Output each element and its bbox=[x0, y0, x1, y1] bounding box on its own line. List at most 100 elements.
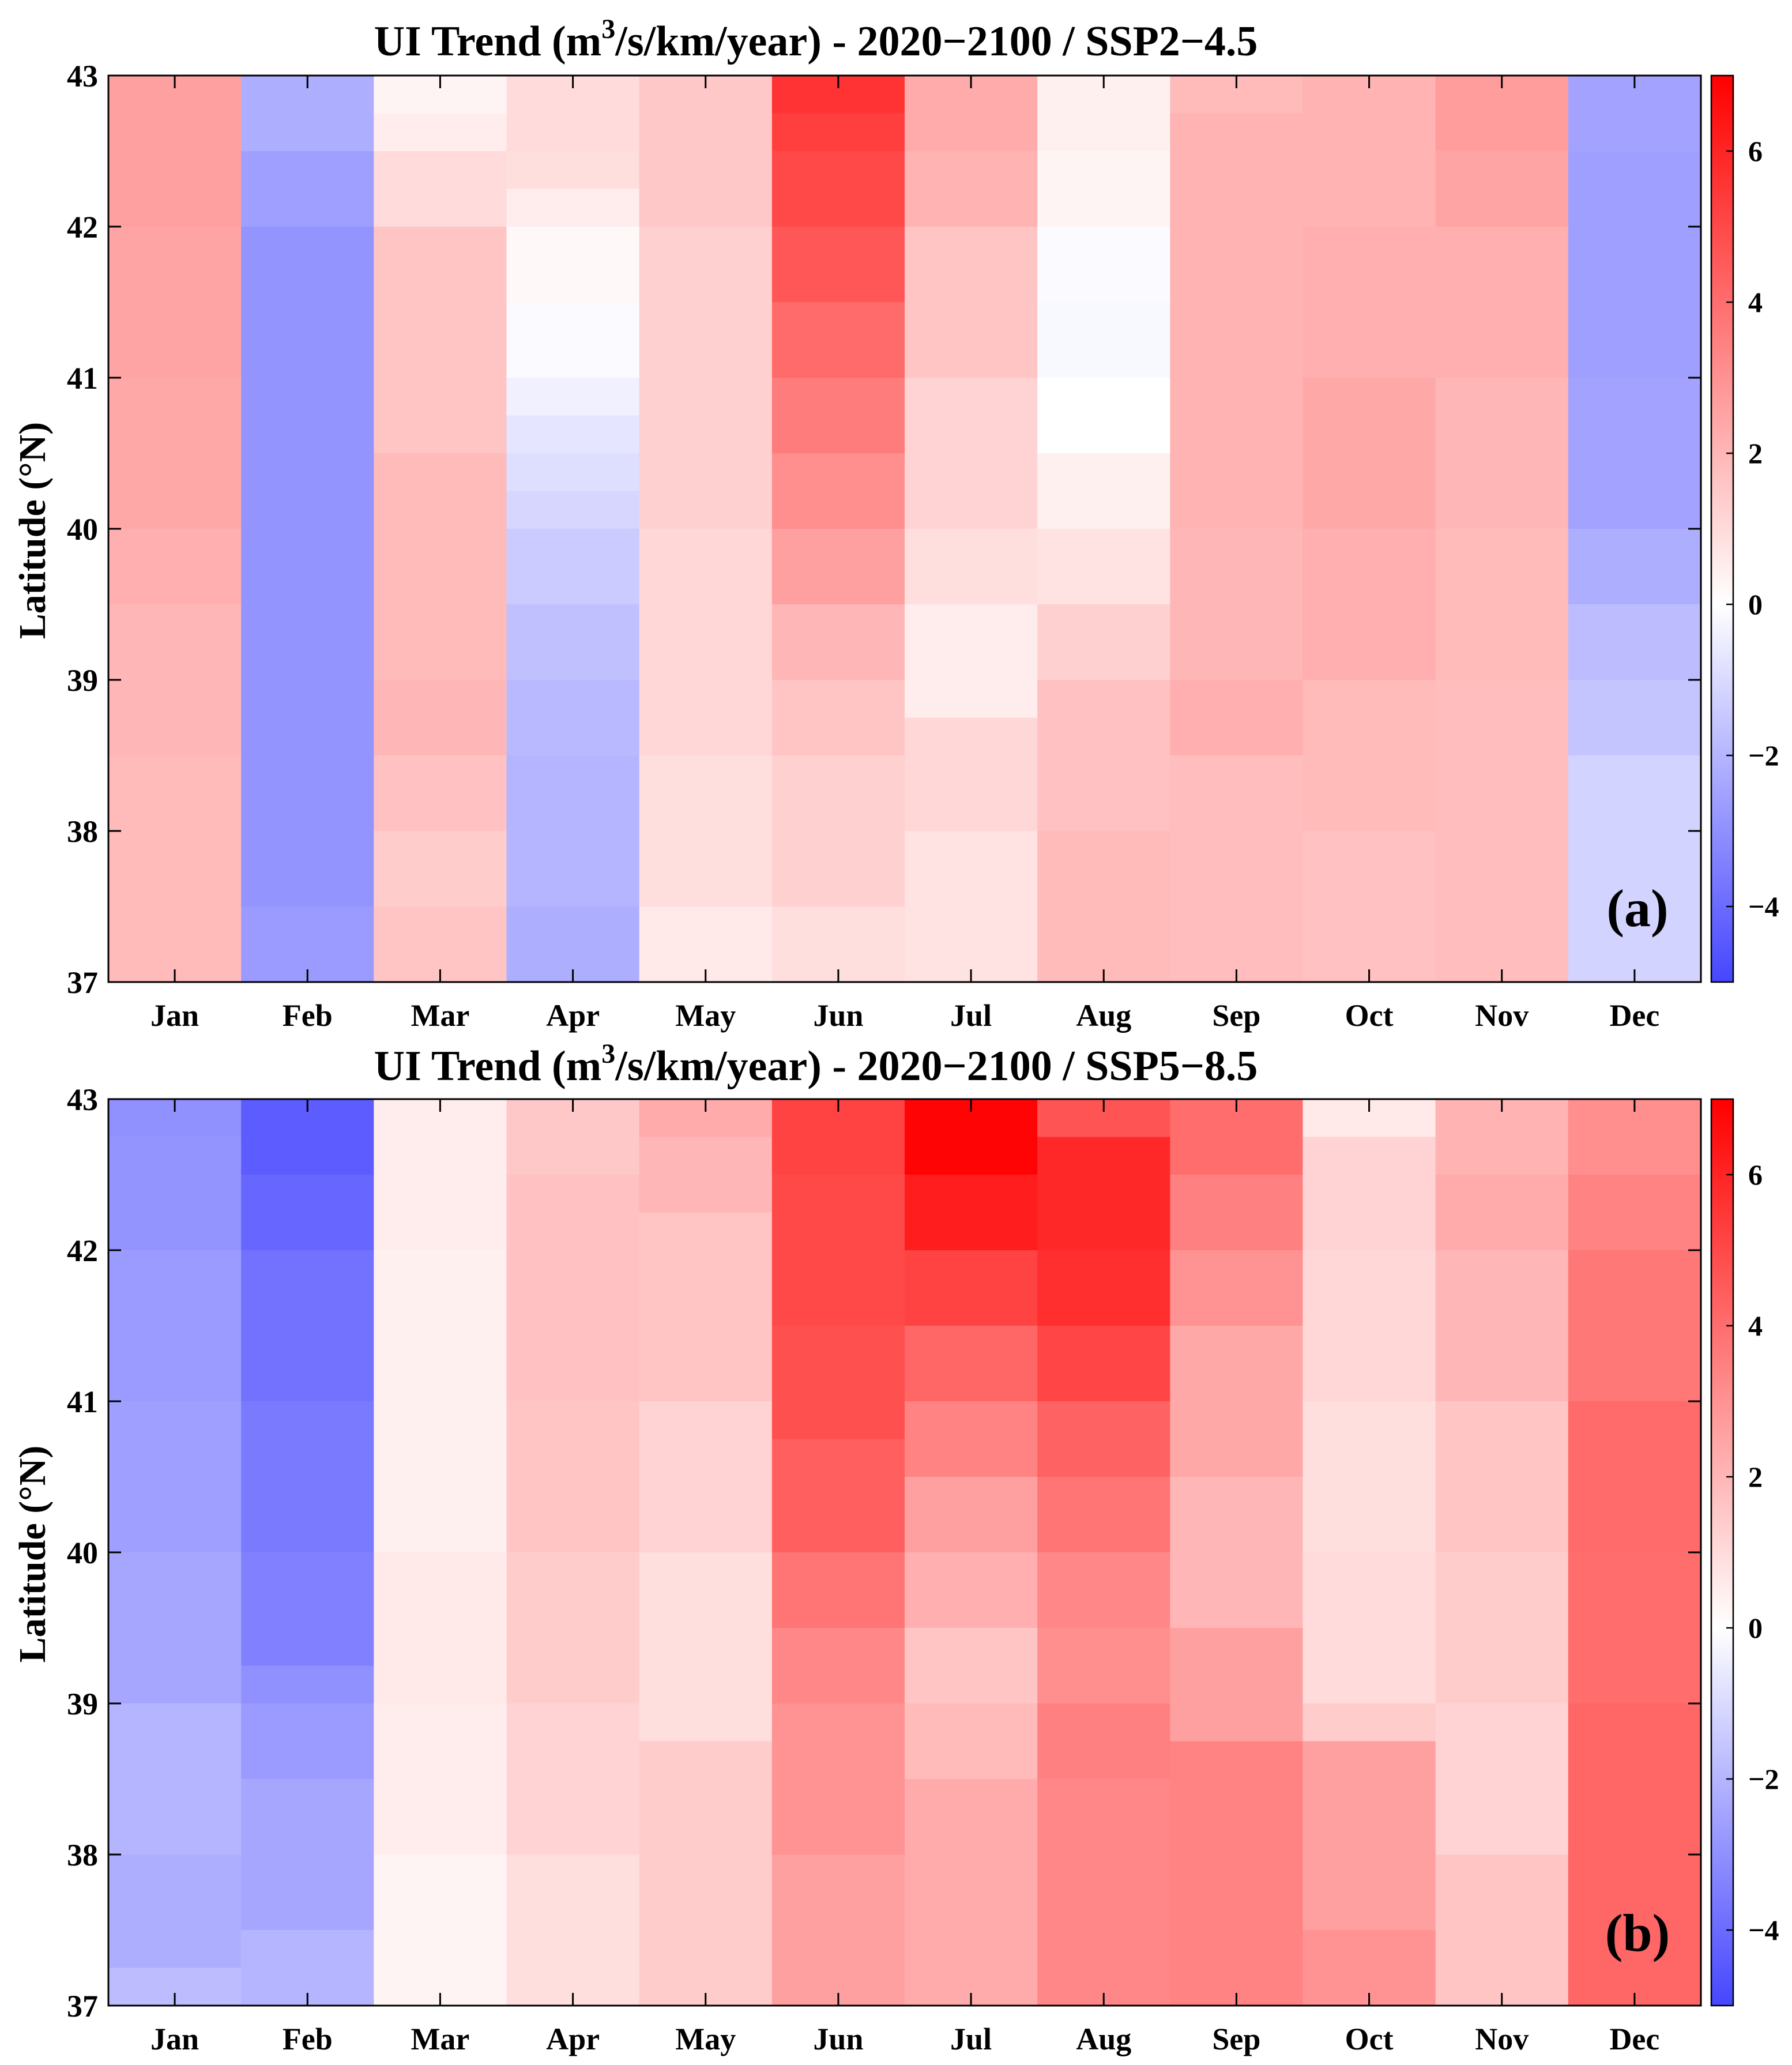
y-tick-label: 39 bbox=[67, 1687, 98, 1721]
heatmap-cell-oct bbox=[1302, 529, 1436, 680]
heatmap-cell-apr bbox=[506, 227, 640, 303]
heatmap-cell-mar bbox=[374, 1250, 507, 1553]
heatmap-cell-jan bbox=[108, 529, 242, 605]
heatmap-cell-aug bbox=[1037, 1250, 1170, 1326]
heatmap-cell-sep bbox=[1170, 1477, 1304, 1628]
panel-a-y-ticks: 37 38 39 40 41 42 43 bbox=[67, 59, 1701, 1000]
heatmap-cell-jun bbox=[771, 151, 905, 227]
panel-b-colorbar: −4 −2 0 2 4 6 bbox=[1710, 1098, 1779, 2007]
y-tick-label: 42 bbox=[67, 1233, 98, 1268]
heatmap-cell-apr bbox=[506, 1855, 640, 2006]
heatmap-cell-aug bbox=[1037, 680, 1170, 832]
heatmap-cell-apr bbox=[506, 529, 640, 605]
x-tick-label-sep: Sep bbox=[1212, 2022, 1260, 2056]
heatmap-cell-jul bbox=[905, 1477, 1038, 1553]
heatmap-cell-aug bbox=[1037, 1552, 1170, 1628]
heatmap-cell-jul bbox=[905, 529, 1038, 605]
heatmap-cell-nov bbox=[1435, 1552, 1569, 1704]
x-tick-label-mar: Mar bbox=[411, 2022, 469, 2056]
heatmap-cell-feb bbox=[241, 1250, 374, 1402]
heatmap-cell-oct bbox=[1302, 1401, 1436, 1553]
heatmap-cell-nov bbox=[1435, 529, 1569, 680]
heatmap-cell-jul bbox=[905, 831, 1038, 983]
heatmap-cell-apr bbox=[506, 755, 640, 907]
x-tick-label-oct: Oct bbox=[1345, 2022, 1394, 2056]
colorbar-tick-label: 0 bbox=[1748, 1612, 1763, 1644]
heatmap-cell-mar bbox=[374, 1099, 507, 1251]
heatmap-cell-jun bbox=[771, 1855, 905, 2006]
y-tick-label: 39 bbox=[67, 663, 98, 698]
heatmap-cell-feb bbox=[241, 1552, 374, 1667]
heatmap-cell-oct bbox=[1302, 1703, 1436, 1742]
heatmap-cell-dec bbox=[1568, 604, 1701, 680]
x-tick-label-jun: Jun bbox=[813, 998, 863, 1033]
heatmap-cell-jul bbox=[905, 1250, 1038, 1326]
heatmap-cell-dec bbox=[1568, 680, 1701, 756]
x-tick-label-aug: Aug bbox=[1076, 998, 1131, 1033]
x-tick-label-sep: Sep bbox=[1212, 998, 1260, 1033]
y-tick-label: 38 bbox=[67, 814, 98, 849]
heatmap-cell-jul bbox=[905, 1175, 1038, 1251]
heatmap-cell-mar bbox=[374, 1855, 507, 2006]
heatmap-cell-aug bbox=[1037, 1137, 1170, 1251]
heatmap-cell-aug bbox=[1037, 831, 1170, 983]
heatmap-cell-nov bbox=[1435, 1250, 1569, 1402]
heatmap-cell-jun bbox=[771, 378, 905, 454]
heatmap-cell-jun bbox=[771, 227, 905, 303]
heatmap-cell-mar bbox=[374, 1703, 507, 1855]
panel-b-y-ticks: 37 38 39 40 41 42 43 bbox=[67, 1082, 1701, 2023]
heatmap-cell-aug bbox=[1037, 151, 1170, 227]
y-tick-label: 40 bbox=[67, 512, 98, 547]
heatmap-cell-dec bbox=[1568, 1250, 1701, 1402]
heatmap-cell-jul bbox=[905, 1628, 1038, 1704]
heatmap-cell-jun bbox=[771, 529, 905, 605]
panel-a-x-ticks: Jan Feb Mar Apr May Jun Jul Aug Sep Oct Nov Dec bbox=[150, 76, 1659, 1033]
y-tick-label: 40 bbox=[67, 1536, 98, 1570]
colorbar-tick-label: 6 bbox=[1748, 135, 1763, 167]
heatmap-cell-may bbox=[639, 1137, 773, 1213]
heatmap-cell-aug bbox=[1037, 1703, 1170, 1780]
heatmap-cell-aug bbox=[1037, 302, 1170, 378]
heatmap-cell-feb bbox=[241, 151, 374, 227]
panel-a-ylabel: Latitude (°N) bbox=[12, 422, 54, 640]
y-tick-label: 41 bbox=[67, 361, 98, 396]
panel-a-label: (a) bbox=[1606, 879, 1668, 938]
colorbar-tick-label: 4 bbox=[1748, 1310, 1763, 1342]
y-tick-label: 37 bbox=[67, 965, 98, 1000]
heatmap-cell-aug bbox=[1037, 1401, 1170, 1477]
heatmap-cell-sep bbox=[1170, 1741, 1304, 2006]
heatmap-cell-sep bbox=[1170, 529, 1304, 680]
heatmap-cell-feb bbox=[241, 227, 374, 907]
heatmap-cell-jun bbox=[771, 1552, 905, 1628]
heatmap-cell-sep bbox=[1170, 1628, 1304, 1742]
heatmap-cell-oct bbox=[1302, 1137, 1436, 1251]
x-tick-label-dec: Dec bbox=[1609, 2022, 1659, 2056]
colorbar-tick-label: −4 bbox=[1748, 1914, 1779, 1946]
heatmap-cell-jan bbox=[108, 227, 242, 378]
heatmap-cell-may bbox=[639, 227, 773, 529]
x-tick-label-jul: Jul bbox=[950, 2022, 992, 2056]
heatmap-cell-apr bbox=[506, 491, 640, 529]
heatmap-cell-jul bbox=[905, 1401, 1038, 1477]
heatmap-cell-mar bbox=[374, 680, 507, 756]
heatmap-cell-jan bbox=[108, 1137, 242, 1251]
panel-a-title: UI Trend (m3/s/km/year) - 2020−2100 / SS… bbox=[374, 14, 1258, 65]
heatmap-cell-jun bbox=[771, 1703, 905, 1855]
y-tick-label: 37 bbox=[67, 1989, 98, 2023]
heatmap-cell-dec bbox=[1568, 1401, 1701, 1553]
x-tick-label-may: May bbox=[675, 2022, 736, 2056]
heatmap-cell-jul bbox=[905, 1703, 1038, 1780]
heatmap-cell-apr bbox=[506, 680, 640, 756]
heatmap-cell-may bbox=[639, 755, 773, 907]
heatmap-cell-oct bbox=[1302, 76, 1436, 227]
heatmap-cell-jan bbox=[108, 76, 242, 227]
heatmap-cell-mar bbox=[374, 227, 507, 454]
heatmap-cell-aug bbox=[1037, 529, 1170, 605]
heatmap-cell-nov bbox=[1435, 1703, 1569, 1855]
heatmap-cell-apr bbox=[506, 1552, 640, 1704]
x-tick-label-oct: Oct bbox=[1345, 998, 1394, 1033]
heatmap-cell-aug bbox=[1037, 1779, 1170, 2006]
heatmap-cell-jun bbox=[771, 1439, 905, 1553]
panel-a: UI Trend (m3/s/km/year) - 2020−2100 / SS… bbox=[12, 14, 1779, 1033]
